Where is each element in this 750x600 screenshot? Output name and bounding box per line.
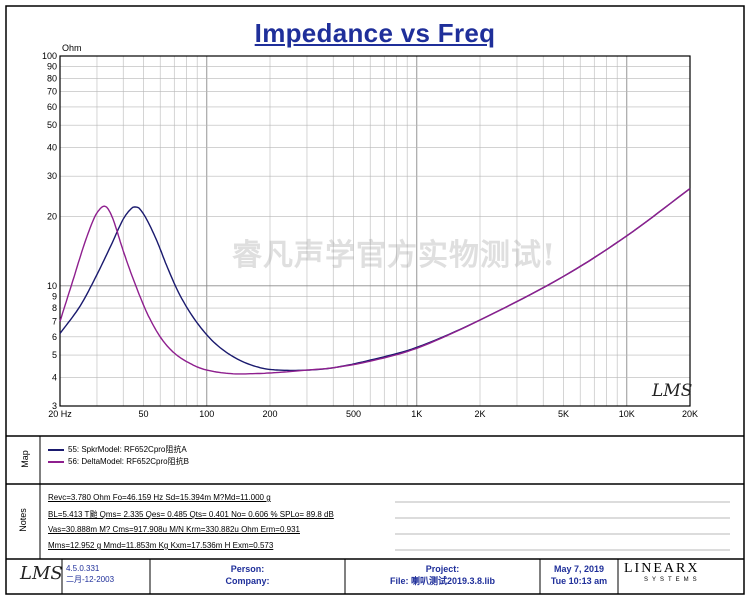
watermark-text: 睿凡声学官方实物测试!	[232, 238, 557, 273]
y-tick-label: 3	[52, 401, 57, 411]
lms-logo: LMS	[652, 381, 693, 401]
linearx-logo: LINEARX	[624, 561, 700, 576]
x-tick-label: 50	[139, 409, 149, 419]
y-tick-label: 80	[47, 73, 57, 83]
y-tick-label: 10	[47, 281, 57, 291]
footer-datetime: May 7, 2019 Tue 10:13 am	[540, 563, 618, 587]
y-tick-label: 30	[47, 171, 57, 181]
footer-file-label: File: 喇叭测试2019.3.8.lib	[389, 576, 496, 586]
y-tick-label: 90	[47, 62, 57, 72]
x-tick-label: 20 Hz	[48, 409, 72, 419]
footer-person-label: Person:	[230, 564, 265, 574]
impedance-chart: 20 Hz 50 100 200 500 1K 2K 5K 10K 20K100908070605…	[42, 51, 698, 419]
plot-border	[59, 55, 691, 407]
footer-company-label: Company:	[225, 576, 270, 586]
y-tick-label: 100	[42, 51, 57, 61]
footer-time: Tue 10:13 am	[550, 576, 608, 586]
notes-line-3: Vas=30.888m M? Cms=917.908u M/N Krm=330.…	[48, 525, 300, 534]
series-line-1	[59, 188, 691, 372]
y-axis-unit-label: Ohm	[62, 43, 82, 53]
notes-line-4: Mms=12.952 g Mmd=11.853m Kg Kxm=17.536m …	[48, 541, 274, 550]
y-tick-label: 9	[52, 291, 57, 301]
legend-swatch-55	[48, 448, 64, 451]
chart-title: Impedance vs Freq	[254, 18, 496, 48]
x-tick-label: 100	[199, 409, 214, 419]
x-tick-label: 1K	[411, 409, 422, 419]
footer-date: May 7, 2019	[553, 564, 605, 574]
y-tick-label: 60	[47, 102, 57, 112]
x-tick-label: 5K	[558, 409, 569, 419]
footer-person-company: Person: Company:	[150, 563, 345, 587]
legend-item-55: 55: SpkrModel: RF652Cpro阻抗A	[48, 444, 187, 455]
y-tick-label: 20	[47, 212, 57, 222]
footer-project-label: Project:	[425, 564, 460, 574]
y-tick-label: 5	[52, 350, 57, 360]
series-line-2	[59, 188, 691, 375]
legend-label-55: 55: SpkrModel: RF652Cpro阻抗A	[68, 445, 187, 454]
x-tick-label: 2K	[474, 409, 485, 419]
y-tick-label: 70	[47, 87, 57, 97]
legend-swatch-56	[48, 460, 64, 463]
y-tick-label: 4	[52, 372, 57, 382]
linearx-systems-text: SYSTEMS	[644, 577, 701, 583]
x-tick-label: 10K	[619, 409, 635, 419]
y-tick-label: 40	[47, 142, 57, 152]
footer-lms-logo: LMS	[20, 563, 63, 584]
y-tick-label: 6	[52, 332, 57, 342]
x-tick-label: 500	[346, 409, 361, 419]
y-tick-label: 7	[52, 316, 57, 326]
plot-area	[60, 56, 690, 406]
footer-version: 4.5.0.331	[66, 564, 100, 573]
footer-local-date: 二月-12-2003	[66, 575, 115, 584]
legend-item-56: 56: DeltaModel: RF652Cpro阻抗B	[48, 456, 189, 467]
footer-version-block: 4.5.0.331 二月-12-2003	[66, 563, 114, 585]
legend-label-56: 56: DeltaModel: RF652Cpro阻抗B	[68, 457, 189, 466]
footer-project: Project: File: 喇叭测试2019.3.8.lib	[345, 563, 540, 587]
x-tick-label: 200	[262, 409, 277, 419]
y-tick-label: 50	[47, 120, 57, 130]
notes-section-label: Notes	[17, 508, 28, 532]
map-section-label: Map	[19, 450, 30, 468]
notes-line-1: Revc=3.780 Ohm Fo=46.159 Hz Sd=15.394m M…	[48, 493, 271, 502]
y-tick-label: 8	[52, 303, 57, 313]
notes-line-2: BL=5.413 T颱 Qms= 2.335 Qes= 0.485 Qts= 0…	[48, 510, 334, 519]
x-tick-label: 20K	[682, 409, 698, 419]
